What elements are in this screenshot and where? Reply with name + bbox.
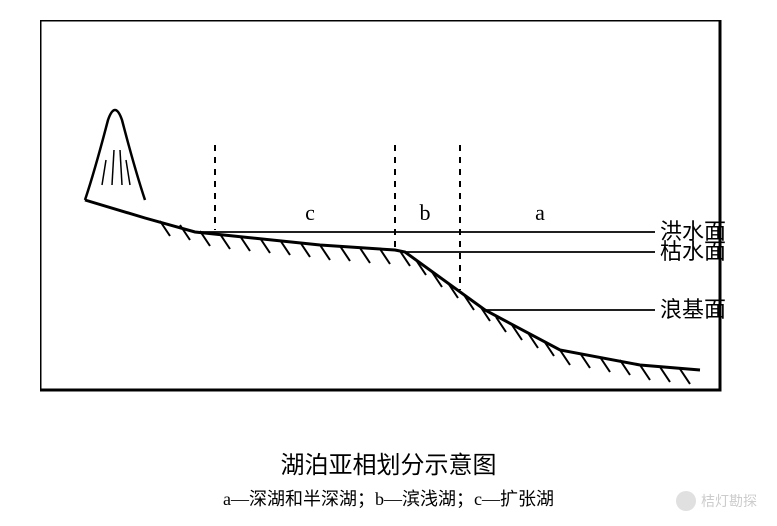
svg-text:c: c bbox=[305, 200, 315, 225]
diagram-legend: a—深湖和半深湖；b—滨浅湖；c—扩张湖 bbox=[0, 485, 777, 511]
svg-text:a: a bbox=[535, 200, 545, 225]
watermark-text: 桔灯勘探 bbox=[701, 491, 757, 511]
diagram-title: 湖泊亚相划分示意图 bbox=[0, 445, 777, 480]
watermark: 桔灯勘探 bbox=[676, 491, 757, 511]
svg-text:枯水面: 枯水面 bbox=[660, 239, 726, 264]
legend-text: a—深湖和半深湖；b—滨浅湖；c—扩张湖 bbox=[223, 489, 554, 509]
svg-text:b: b bbox=[420, 200, 431, 225]
watermark-icon bbox=[676, 491, 696, 511]
lake-facies-diagram: 洪水面枯水面浪基面cba bbox=[40, 20, 740, 420]
svg-text:浪基面: 浪基面 bbox=[660, 297, 726, 322]
title-text: 湖泊亚相划分示意图 bbox=[281, 453, 497, 479]
diagram-container: 洪水面枯水面浪基面cba bbox=[40, 20, 740, 420]
